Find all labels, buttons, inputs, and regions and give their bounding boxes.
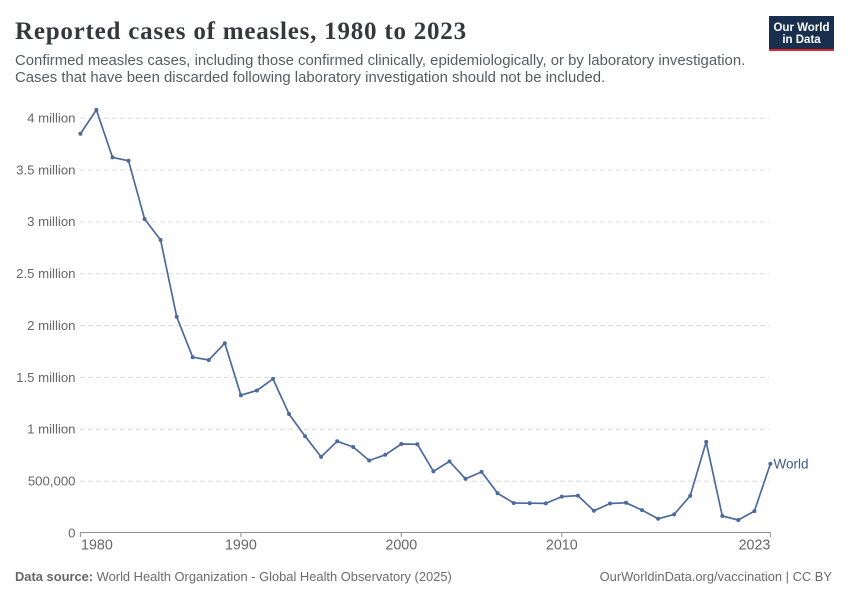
svg-text:2 million: 2 million [27, 318, 75, 333]
svg-text:1 million: 1 million [27, 422, 75, 437]
svg-text:4 million: 4 million [27, 111, 75, 126]
svg-text:1.5 million: 1.5 million [16, 370, 75, 385]
svg-text:3 million: 3 million [27, 214, 75, 229]
svg-text:2010: 2010 [546, 538, 578, 554]
svg-text:1980: 1980 [81, 538, 113, 554]
svg-text:3.5 million: 3.5 million [16, 162, 75, 177]
svg-text:0: 0 [68, 525, 75, 540]
svg-text:World: World [774, 456, 809, 471]
svg-text:2023: 2023 [739, 538, 771, 554]
svg-text:500,000: 500,000 [28, 474, 76, 489]
svg-text:2000: 2000 [385, 538, 417, 554]
svg-text:1990: 1990 [225, 538, 257, 554]
svg-text:2.5 million: 2.5 million [16, 266, 75, 281]
